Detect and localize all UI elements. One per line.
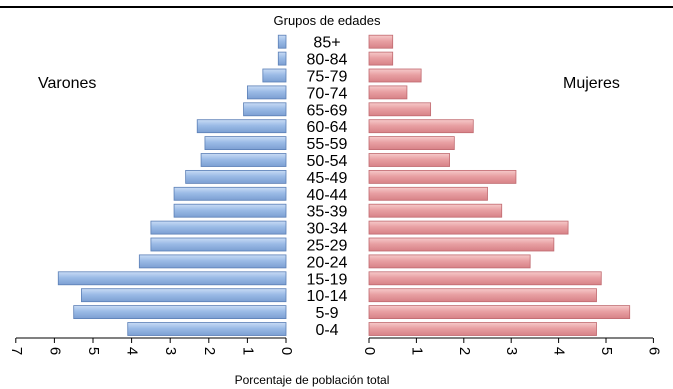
bar-varones-40-44 bbox=[173, 186, 287, 201]
age-group-label: 60-64 bbox=[307, 119, 348, 136]
bar-mujeres-10-14 bbox=[368, 288, 597, 303]
bar-varones-80-84 bbox=[277, 51, 287, 66]
bar-mujeres-30-34 bbox=[368, 220, 569, 235]
bar-varones-5-9 bbox=[73, 305, 287, 320]
right-axis-ticks: 0 1 2 3 4 5 6 bbox=[361, 338, 662, 355]
bar-varones-20-24 bbox=[138, 254, 287, 269]
mujeres-bars bbox=[368, 34, 631, 336]
bar-mujeres-25-29 bbox=[368, 237, 555, 252]
right-tick-label: 2 bbox=[456, 347, 473, 355]
bar-mujeres-65-69 bbox=[368, 102, 432, 117]
bar-varones-60-64 bbox=[196, 119, 287, 134]
bar-mujeres-60-64 bbox=[368, 119, 474, 134]
right-tick-label: 0 bbox=[361, 347, 378, 355]
age-group-label: 35-39 bbox=[307, 204, 348, 221]
age-group-label: 30-34 bbox=[307, 221, 348, 238]
bar-varones-25-29 bbox=[150, 237, 287, 252]
left-tick-label: 5 bbox=[85, 347, 102, 355]
bar-mujeres-45-49 bbox=[368, 169, 517, 184]
left-tick-label: 0 bbox=[278, 347, 295, 355]
bar-mujeres-0-4 bbox=[368, 322, 597, 336]
age-group-label: 45-49 bbox=[307, 170, 348, 187]
left-tick-label: 2 bbox=[201, 347, 218, 355]
bar-mujeres-85+ bbox=[368, 34, 394, 49]
age-group-label: 55-59 bbox=[307, 136, 348, 153]
right-tick-label: 4 bbox=[551, 347, 568, 355]
bar-varones-85+ bbox=[277, 34, 287, 49]
bar-varones-10-14 bbox=[81, 288, 287, 303]
age-group-label: 15-19 bbox=[307, 271, 348, 288]
bar-varones-50-54 bbox=[200, 153, 287, 167]
right-tick-label: 3 bbox=[503, 347, 520, 355]
age-group-label: 25-29 bbox=[307, 238, 348, 255]
age-group-label: 85+ bbox=[313, 35, 340, 52]
age-group-label: 0-4 bbox=[315, 322, 338, 339]
legend-label-varones: Varones bbox=[38, 75, 96, 92]
bar-varones-55-59 bbox=[204, 136, 287, 151]
bar-mujeres-40-44 bbox=[368, 186, 488, 201]
age-group-label: 40-44 bbox=[307, 187, 348, 204]
bar-mujeres-15-19 bbox=[368, 271, 602, 286]
left-tick-label: 3 bbox=[162, 347, 179, 355]
age-group-label: 10-14 bbox=[307, 288, 348, 305]
age-group-label: 5-9 bbox=[315, 305, 338, 322]
bar-mujeres-70-74 bbox=[368, 85, 408, 100]
bar-mujeres-75-79 bbox=[368, 68, 422, 83]
age-group-label: 50-54 bbox=[307, 153, 348, 170]
age-group-label: 75-79 bbox=[307, 69, 348, 86]
bar-varones-70-74 bbox=[246, 85, 287, 100]
left-tick-label: 4 bbox=[124, 347, 141, 355]
right-tick-label: 6 bbox=[645, 347, 662, 355]
left-tick-label: 7 bbox=[8, 347, 25, 355]
right-tick-label: 5 bbox=[598, 347, 615, 355]
left-tick-label: 6 bbox=[46, 347, 63, 355]
left-axis-ticks: 7 6 5 4 3 2 1 0 bbox=[8, 338, 295, 355]
x-axis-label: Porcentaje de población total bbox=[235, 373, 390, 387]
bar-mujeres-55-59 bbox=[368, 136, 455, 151]
right-tick-label: 1 bbox=[408, 347, 425, 355]
age-group-label: 70-74 bbox=[307, 85, 348, 102]
bar-mujeres-5-9 bbox=[368, 305, 631, 320]
left-tick-label: 1 bbox=[239, 347, 256, 355]
bar-mujeres-20-24 bbox=[368, 254, 531, 269]
bar-mujeres-50-54 bbox=[368, 153, 450, 167]
age-group-label: 65-69 bbox=[307, 102, 348, 119]
bar-varones-30-34 bbox=[150, 220, 287, 235]
bar-varones-35-39 bbox=[173, 203, 287, 218]
age-group-label: 80-84 bbox=[307, 52, 348, 69]
bar-varones-75-79 bbox=[262, 68, 287, 83]
bar-varones-15-19 bbox=[57, 271, 287, 286]
age-group-labels: 0-45-910-1415-1920-2425-2930-3435-3940-4… bbox=[307, 35, 348, 339]
legend-label-mujeres: Mujeres bbox=[563, 75, 620, 92]
bar-varones-0-4 bbox=[127, 322, 287, 336]
bar-mujeres-80-84 bbox=[368, 51, 394, 66]
varones-bars bbox=[57, 34, 287, 336]
bar-varones-65-69 bbox=[243, 102, 287, 117]
age-group-label: 20-24 bbox=[307, 254, 348, 271]
chart-title: Grupos de edades bbox=[274, 13, 381, 28]
bar-varones-45-49 bbox=[185, 169, 287, 184]
bar-mujeres-35-39 bbox=[368, 203, 503, 218]
